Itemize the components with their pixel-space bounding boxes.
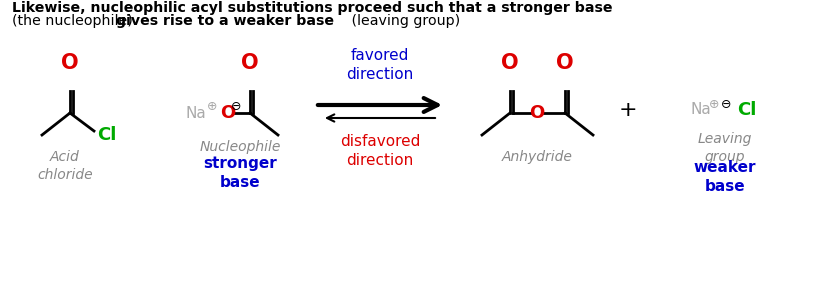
Text: O: O bbox=[556, 53, 574, 73]
Text: Nucleophile: Nucleophile bbox=[199, 140, 281, 154]
Text: (leaving group): (leaving group) bbox=[347, 14, 460, 28]
Text: Anhydride: Anhydride bbox=[501, 150, 572, 164]
Text: gives rise to a weaker base: gives rise to a weaker base bbox=[116, 14, 334, 28]
Text: stronger
base: stronger base bbox=[203, 156, 277, 190]
Text: Na: Na bbox=[690, 103, 711, 118]
Text: +: + bbox=[619, 100, 638, 120]
Text: O: O bbox=[241, 53, 259, 73]
Text: ⊕: ⊕ bbox=[207, 99, 218, 113]
Text: O: O bbox=[220, 104, 236, 122]
Text: Acid
chloride: Acid chloride bbox=[37, 150, 92, 182]
Text: weaker
base: weaker base bbox=[694, 160, 756, 194]
Text: Cl: Cl bbox=[97, 126, 117, 144]
Text: O: O bbox=[529, 104, 544, 122]
Text: O: O bbox=[61, 53, 79, 73]
Text: ⊖: ⊖ bbox=[231, 99, 241, 113]
Text: Likewise, nucleophilic acyl substitutions proceed such that a stronger base: Likewise, nucleophilic acyl substitution… bbox=[12, 1, 612, 15]
Text: Leaving
group: Leaving group bbox=[698, 132, 752, 164]
Text: (the nucleophile): (the nucleophile) bbox=[12, 14, 137, 28]
Text: ⊕: ⊕ bbox=[709, 98, 719, 111]
Text: O: O bbox=[501, 53, 519, 73]
Text: ⊖: ⊖ bbox=[721, 98, 732, 111]
Text: Na: Na bbox=[186, 105, 207, 120]
Text: favored
direction: favored direction bbox=[346, 48, 413, 82]
Text: disfavored
direction: disfavored direction bbox=[340, 134, 420, 168]
Text: Cl: Cl bbox=[737, 101, 756, 119]
